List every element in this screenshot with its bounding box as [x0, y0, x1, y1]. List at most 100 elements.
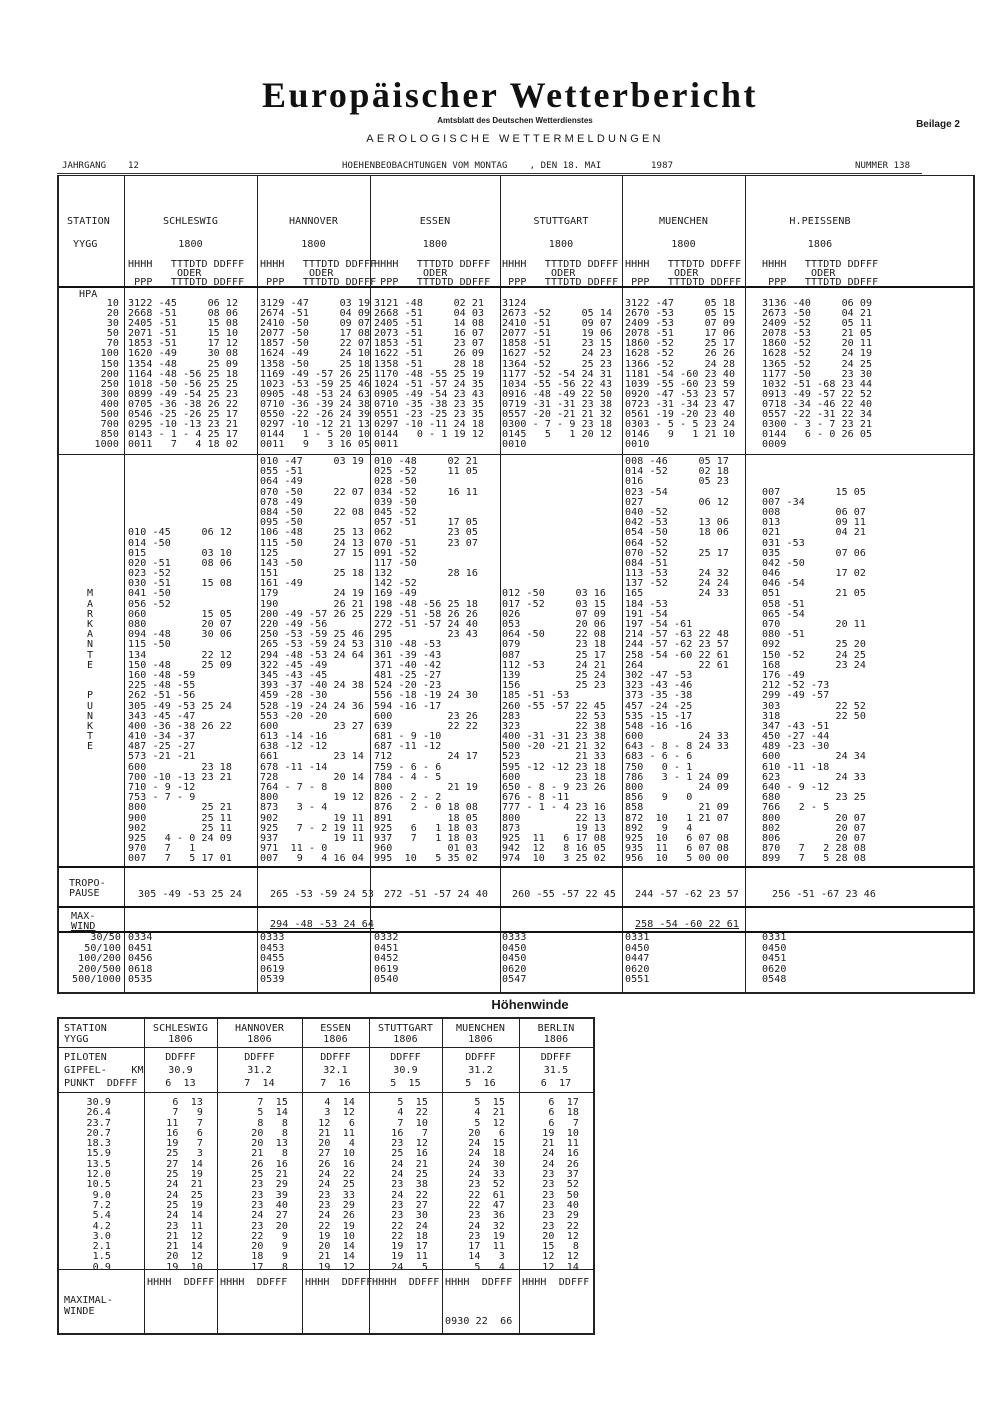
station-name: BERLIN	[537, 1023, 575, 1034]
wind-value: 24 14	[166, 1210, 203, 1222]
level-row: 2078 -51 17 06	[625, 328, 736, 340]
level-row: 0916 -48 -49 22 50	[502, 388, 613, 400]
wind-value: 25 19	[166, 1169, 203, 1181]
label-letter: M	[87, 588, 94, 600]
significant-row: 318 22 50	[762, 710, 867, 722]
wind-value: 5 15	[474, 1097, 505, 1108]
layer-value: 0331	[762, 932, 787, 943]
significant-row: 058 -51	[762, 598, 805, 610]
tropopause-label-2: PAUSE	[69, 888, 100, 899]
significant-row: 010 -48 02 21	[374, 456, 479, 467]
significant-row: 150 -48 25 09	[128, 659, 233, 671]
significant-row: 310 -48 -53	[374, 639, 442, 651]
wind-value: 24 22	[318, 1169, 355, 1181]
significant-row: 553 -20 -20	[260, 710, 328, 722]
column-header-oder: ODER	[260, 268, 334, 279]
wind-value: 24 18	[468, 1148, 505, 1160]
significant-row: 007 -34	[762, 496, 805, 508]
column-divider	[144, 1019, 145, 1333]
level-row: 0705 -36 -38 26 22	[128, 398, 239, 410]
layer-value: 0451	[762, 953, 787, 964]
layer-values: 0333 0450 0450 0620 0547	[502, 933, 526, 986]
station-name: ESSEN	[419, 216, 451, 227]
pressure-level: 10	[106, 298, 119, 309]
pressure-level: 150	[100, 358, 119, 370]
layer-value: 0456	[128, 953, 153, 964]
wind-value: 19 10	[166, 1261, 203, 1273]
level-row: 0146 9 1 21 10	[625, 429, 736, 441]
significant-row: 710 - 9 -12	[128, 782, 196, 793]
station-column-hannover: HANNOVER 1800 HHHH TTTDTD DDFFF ODER PPP T…	[257, 176, 376, 992]
column-header: HHHH TTTDTD DDFFF	[502, 259, 619, 270]
layer-value: 0332	[374, 932, 399, 943]
significant-row: 623 24 33	[762, 771, 867, 783]
significant-row: 014 -52 02 18	[625, 466, 730, 478]
wind-value: 23 40	[542, 1199, 579, 1211]
section-title: AEROLOGISCHE WETTERMELDUNGEN	[366, 133, 664, 145]
significant-row: 870 7 2 28 08	[762, 843, 867, 855]
layer-value: 0620	[625, 963, 650, 975]
layer-values: 0333 0453 0455 0619 0539	[260, 933, 284, 986]
significant-row: 600 24 33	[625, 731, 730, 743]
station-time: 1806	[393, 1034, 418, 1045]
wind-value: 22 47	[468, 1199, 505, 1211]
significant-row: 262 -51 -56	[128, 690, 196, 702]
significant-row: 489 -23 -30	[762, 741, 830, 753]
layer-value: 0547	[502, 974, 527, 985]
wind-value: 20 13	[251, 1138, 288, 1150]
tropopause-label-1: TROPO-	[69, 878, 106, 889]
significant-row: 595 -12 -12 23 18	[502, 761, 607, 773]
level-row: 3121 -48 02 21	[374, 298, 485, 309]
pilot-value: 30.9	[168, 1065, 193, 1076]
significant-row: 028 -50	[374, 476, 417, 488]
column-header: HHHH TTTDTD DDFFF	[625, 259, 742, 270]
significant-row: 070 -51 23 07	[374, 537, 479, 549]
significant-row: 481 -25 -27	[374, 669, 442, 681]
station-time: 1800	[548, 239, 574, 250]
wind-value: 5 15	[397, 1097, 428, 1108]
significant-row: 678 -11 -14	[260, 761, 328, 773]
significant-row: 272 -51 -57 24 40	[374, 619, 479, 630]
maxwind-label-2: WIND	[71, 921, 96, 932]
significant-row: 600 23 26	[374, 710, 479, 722]
pressure-level: 500	[100, 409, 119, 421]
significant-row: 091 -52	[374, 547, 417, 559]
pressure-level: 50	[106, 328, 119, 340]
wind-value: 14 3	[468, 1251, 505, 1263]
tropopause-value: 265 -53 -59 24 53	[270, 889, 375, 900]
tropopause-value: 305 -49 -53 25 24	[138, 889, 243, 900]
wind-value: 25 16	[391, 1148, 428, 1160]
significant-row	[128, 488, 232, 498]
wind-value: 22 24	[391, 1220, 428, 1232]
label-letter	[87, 671, 93, 681]
column-header: HHHH TTTDTD DDFFF	[128, 259, 245, 270]
wind-value: 24 26	[542, 1158, 579, 1170]
column-header-oder: ODER	[128, 268, 202, 279]
layer-value: 0451	[374, 942, 399, 954]
significant-row: 548 -16 -16	[625, 720, 693, 732]
level-row: 1177 -52 -54 24 31	[502, 368, 613, 380]
significant-row: 060 15 05	[128, 608, 233, 620]
significant-row: 112 -53 24 21	[502, 659, 607, 671]
column-header: HHHH TTTDTD DDFFF	[762, 259, 879, 270]
layer-value: 0452	[374, 953, 399, 964]
significant-row: 373 -35 -38	[625, 690, 693, 702]
wind-value: 23 20	[251, 1220, 288, 1232]
level-row: 1039 -55 -60 23 59	[625, 378, 736, 390]
wind-value: 22 19	[318, 1220, 355, 1232]
level-row: 1624 -49 24 10	[260, 348, 371, 360]
significant-row: 925 10 6 07 08	[625, 832, 730, 844]
significant-row: 681 - 9 -10	[374, 731, 442, 743]
wind-value: 26 16	[318, 1158, 355, 1170]
significant-row: 169 -49	[374, 588, 417, 600]
significant-row: 661 23 14	[260, 751, 365, 763]
pilot-value: 7 14	[244, 1078, 275, 1089]
column-header-oder: ODER	[502, 268, 576, 279]
significant-row: 902 25 11	[128, 822, 233, 834]
wind-value: 23 12	[391, 1138, 428, 1150]
wind-value: 12 12	[542, 1251, 579, 1263]
significant-row: 639 22 22	[374, 720, 479, 732]
level-row: 3122 -45 06 12	[128, 298, 239, 309]
winds: 7 15 5 14 8 8 20 8 20 13 21 8 26 16 25 21 23 29 2…	[225, 1097, 288, 1273]
